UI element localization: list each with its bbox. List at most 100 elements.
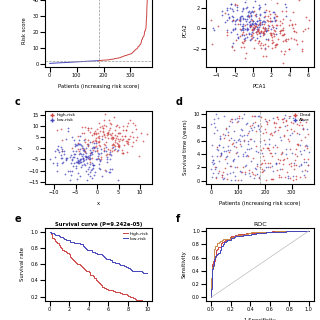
Point (283, 48, 288, 53)
Point (256, 149, 261, 154)
Point (60, 160, 65, 165)
Point (105, 136, 110, 141)
Point (254, 149, 259, 154)
Point (229, 44, 235, 49)
Point (251, 21, 256, 26)
Point (283, 4, 288, 10)
Point (248, 136, 253, 141)
Point (291, 173, 296, 178)
high-risk (63, 250, 67, 253)
Point (95, 148, 100, 154)
Point (263, 29, 268, 34)
Point (282, 133, 287, 139)
Point (211, 171, 216, 176)
Point (241, 44, 246, 49)
Point (209, 166, 214, 171)
Point (214, 153, 219, 158)
Point (226, 150, 231, 155)
Point (228, 177, 233, 182)
Point (245, 130, 250, 135)
Point (228, 117, 234, 122)
Point (239, 127, 244, 132)
Point (258, 17, 263, 22)
Point (250, 27, 255, 32)
Point (222, 19, 228, 24)
Point (247, 147, 252, 152)
Point (293, 163, 298, 168)
Point (237, 16, 242, 21)
Point (110, 142, 115, 148)
Point (216, 24, 221, 29)
Point (78, 134, 83, 139)
Point (219, 173, 224, 178)
Point (209, 154, 214, 159)
Point (265, 145, 270, 150)
Point (86, 155, 92, 160)
Point (130, 120, 135, 125)
Point (70, 168, 75, 173)
low-risk (146, 271, 149, 275)
Point (124, 128, 129, 133)
Point (116, 143, 122, 148)
Point (90, 138, 95, 143)
Point (212, 164, 218, 169)
Point (87, 170, 92, 175)
Y-axis label: Sensitivity: Sensitivity (181, 250, 187, 278)
Point (249, 21, 254, 26)
Point (243, 6, 248, 11)
Point (232, 164, 237, 170)
Point (265, 28, 270, 33)
Point (262, 116, 267, 122)
Text: f: f (176, 214, 180, 224)
Point (228, 163, 233, 168)
Point (271, 24, 276, 29)
Point (231, 128, 236, 133)
Line: high-risk: high-risk (50, 232, 148, 303)
Point (89, 166, 94, 172)
Point (71, 164, 76, 169)
Legend: Dead, Alive: Dead, Alive (290, 113, 311, 123)
Point (59, 152, 64, 157)
Point (278, 49, 284, 54)
Point (249, 34, 254, 39)
Point (63, 171, 68, 176)
Point (292, 36, 297, 42)
Point (227, 5, 232, 11)
Point (110, 135, 115, 140)
Point (244, 21, 249, 26)
Point (83, 162, 88, 167)
Point (211, 117, 216, 122)
Point (123, 127, 128, 132)
Point (75, 161, 80, 166)
Point (243, 38, 248, 43)
Point (103, 124, 108, 129)
Point (251, 18, 256, 23)
Point (298, 151, 303, 156)
Point (107, 120, 112, 125)
Point (263, 129, 268, 134)
Point (138, 131, 143, 136)
Point (240, 6, 245, 11)
Point (235, 150, 240, 155)
Point (91, 162, 96, 167)
Point (286, 161, 292, 166)
Point (96, 156, 101, 161)
Point (238, 126, 244, 132)
Point (243, 50, 248, 55)
Point (216, 147, 221, 152)
Point (124, 150, 130, 155)
Point (244, 16, 250, 21)
Point (290, 131, 295, 136)
Point (101, 146, 107, 151)
Point (247, 19, 252, 24)
Point (110, 145, 116, 150)
Point (263, 36, 268, 42)
Point (249, 36, 254, 41)
Point (242, 56, 247, 61)
Point (249, 23, 254, 28)
Point (101, 148, 106, 153)
low-risk (114, 261, 117, 265)
X-axis label: 1-Specificity: 1-Specificity (244, 318, 276, 320)
Point (245, 10, 251, 15)
X-axis label: Patients (increasing risk score): Patients (increasing risk score) (58, 84, 139, 89)
